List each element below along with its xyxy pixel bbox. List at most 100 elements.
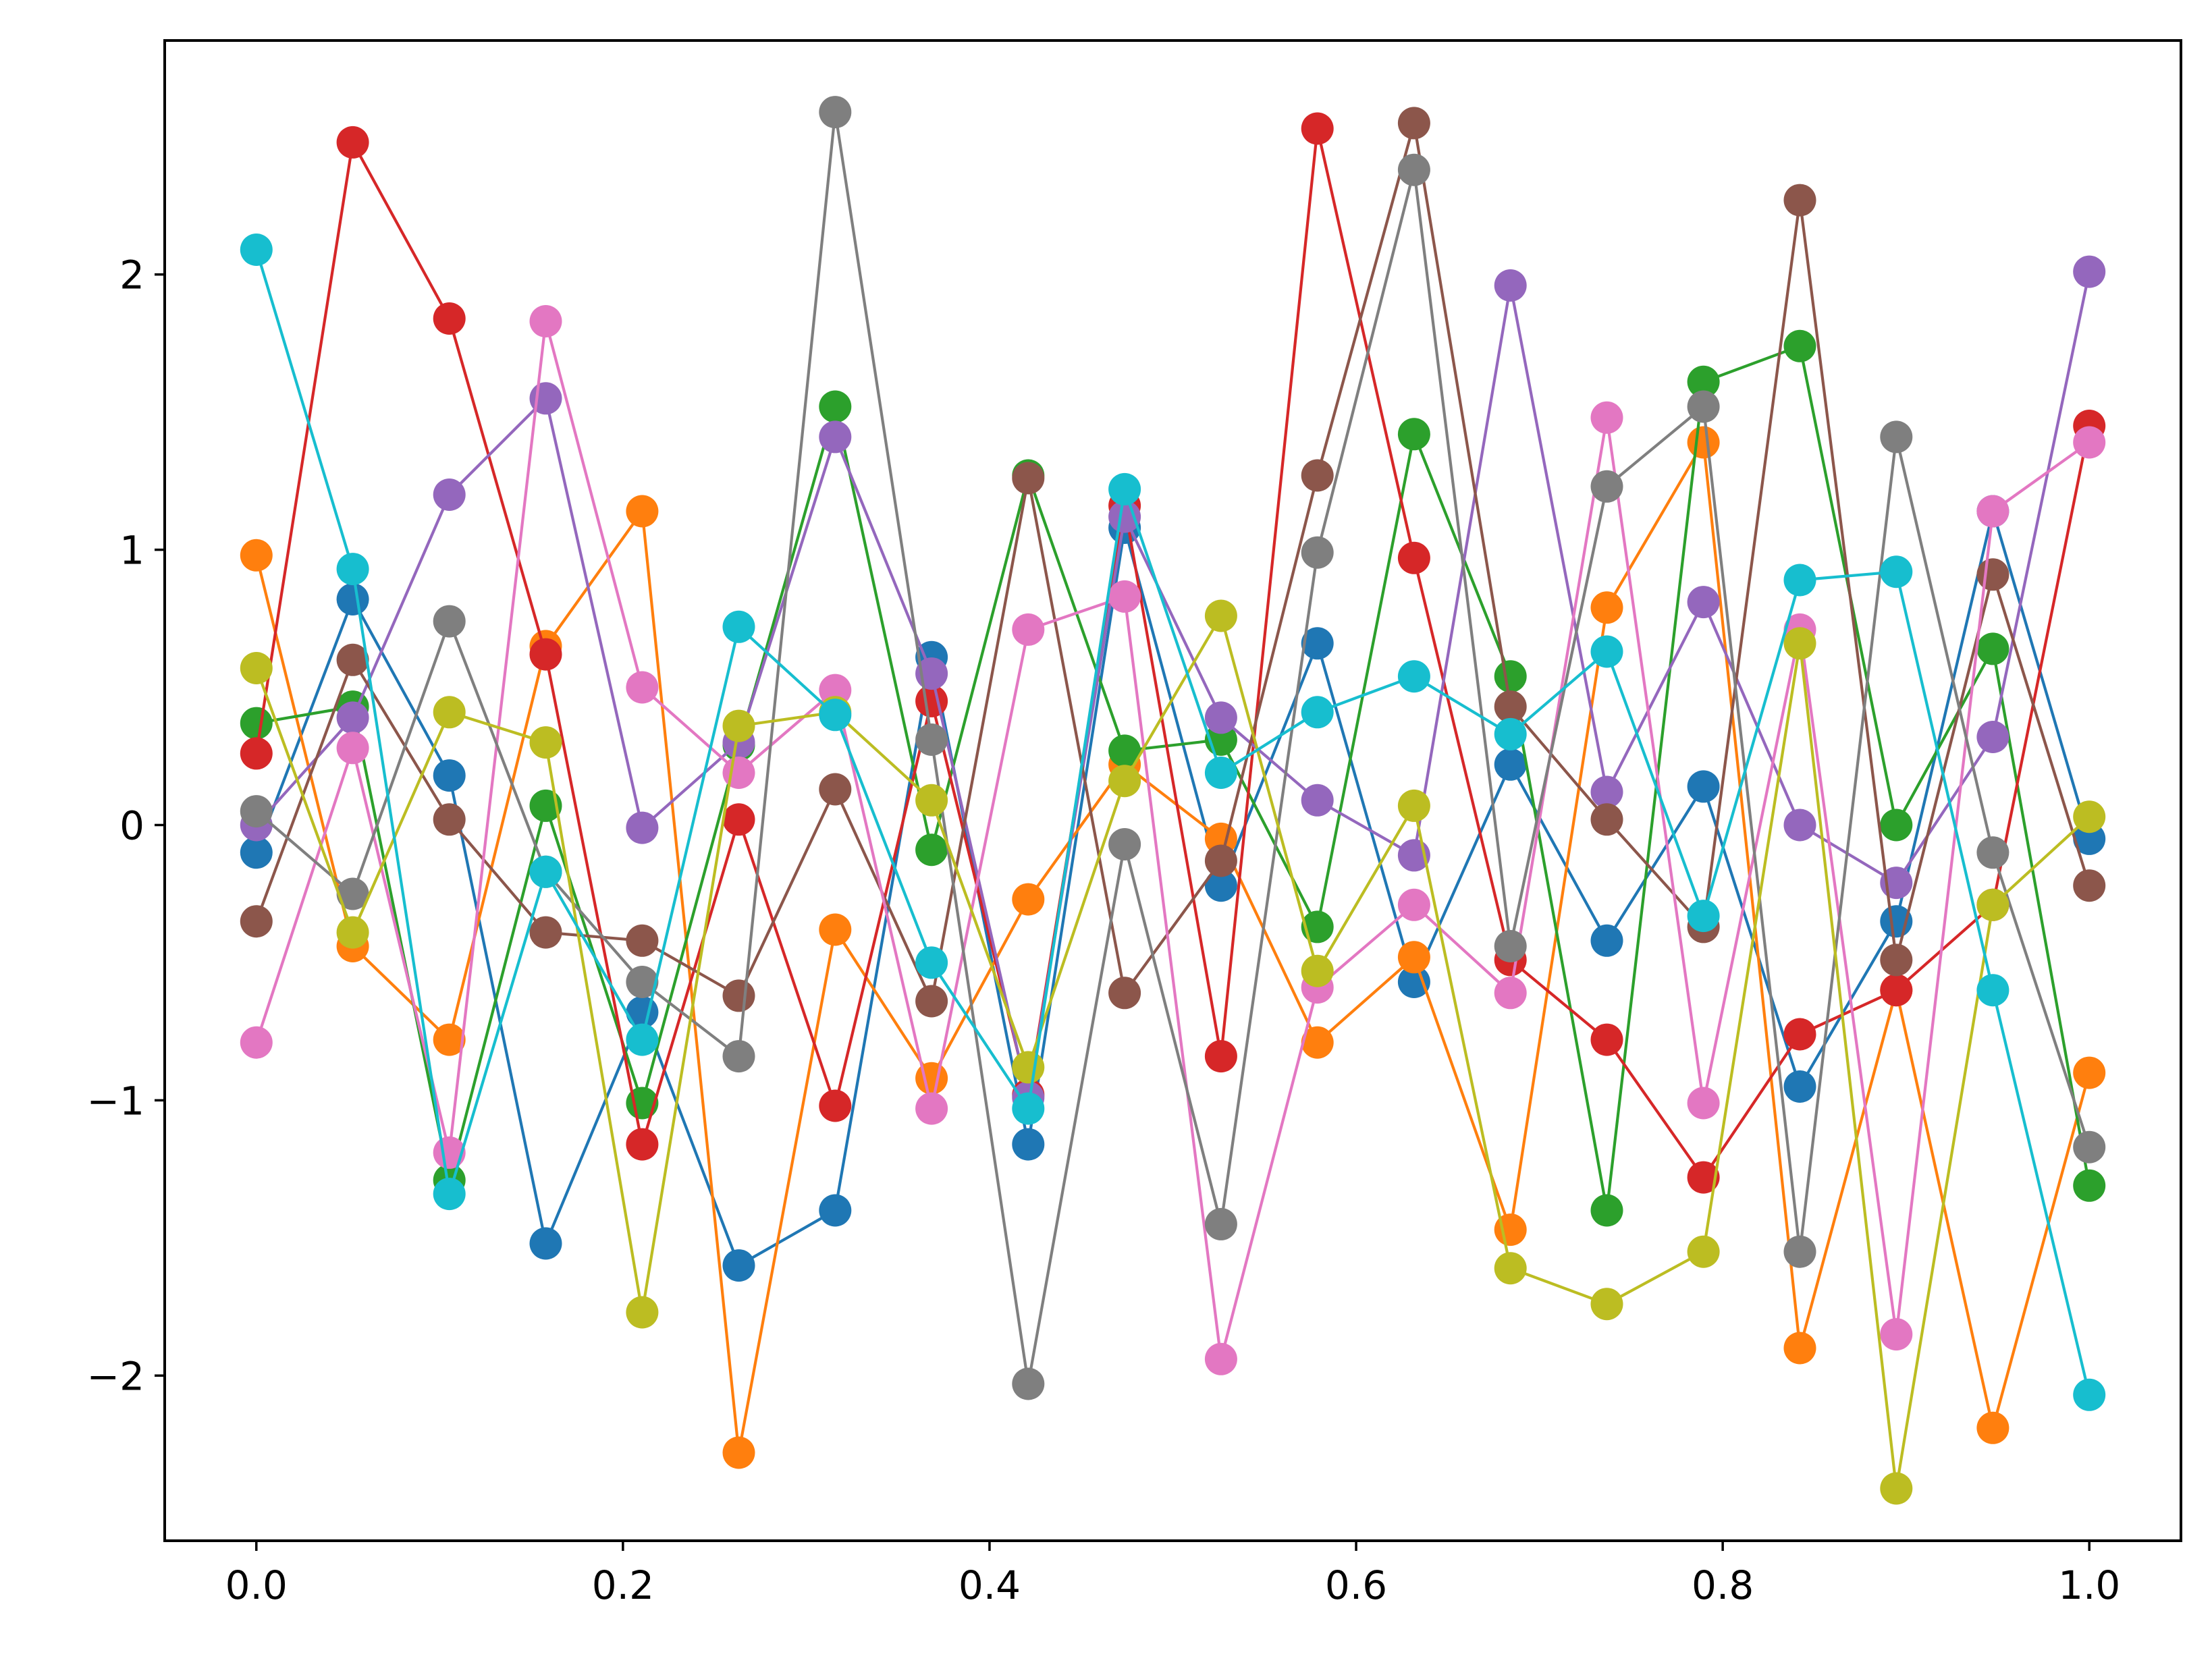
series-9-point bbox=[626, 1296, 659, 1329]
series-9-point bbox=[722, 709, 755, 742]
x-tick-label: 0.0 bbox=[225, 1562, 288, 1608]
series-9-point bbox=[1494, 1252, 1527, 1285]
series-1-point bbox=[1012, 1128, 1045, 1161]
series-9-point bbox=[1397, 789, 1430, 822]
series-6-point bbox=[1204, 844, 1237, 877]
series-2-point bbox=[915, 1062, 948, 1095]
series-3-point bbox=[626, 1087, 659, 1120]
series-5-point bbox=[1687, 586, 1720, 619]
series-2-line bbox=[254, 441, 2091, 1454]
series-10-point bbox=[1494, 717, 1527, 750]
series-10-point bbox=[529, 855, 562, 888]
series-2-point bbox=[1687, 426, 1720, 459]
series-8-point bbox=[1108, 828, 1141, 860]
series-7-point bbox=[722, 757, 755, 789]
series-6-point bbox=[336, 643, 369, 676]
series-7 bbox=[240, 305, 2106, 1375]
series-9-point bbox=[1687, 1235, 1720, 1268]
series-7-point bbox=[1204, 1342, 1237, 1375]
series-10-point bbox=[915, 946, 948, 979]
series-3-point bbox=[1880, 809, 1913, 842]
series-9-point bbox=[1976, 888, 2009, 921]
series-1-point bbox=[529, 1227, 562, 1260]
series-1-point bbox=[1590, 924, 1623, 957]
series-8-point bbox=[1494, 930, 1527, 962]
series-9-point bbox=[433, 696, 466, 729]
series-1-point bbox=[336, 583, 369, 615]
series-5-point bbox=[1783, 809, 1816, 842]
series-8-point bbox=[1783, 1235, 1816, 1268]
series-6-point bbox=[433, 803, 466, 836]
series-8-line bbox=[255, 111, 2091, 1386]
series-3-point bbox=[2073, 1169, 2106, 1202]
series-3-point bbox=[915, 833, 948, 867]
series-10-point bbox=[1880, 555, 1913, 588]
series-7-point bbox=[1494, 977, 1527, 1010]
series-3-point bbox=[1976, 632, 2009, 665]
series-6-point bbox=[722, 979, 755, 1012]
series-3-point bbox=[240, 707, 273, 740]
series-8-point bbox=[819, 96, 852, 129]
series-5-point bbox=[433, 478, 466, 511]
series-4-line bbox=[254, 127, 2091, 1179]
series-1-point bbox=[1301, 627, 1334, 660]
series-9-point bbox=[915, 784, 948, 817]
series-1-point bbox=[1494, 748, 1527, 781]
series-8 bbox=[240, 96, 2106, 1400]
series-6-point bbox=[529, 916, 562, 949]
series-7-point bbox=[336, 732, 369, 765]
series-10-point bbox=[433, 1178, 466, 1211]
series-7-point bbox=[1108, 580, 1141, 613]
series-5-line bbox=[255, 271, 2091, 1099]
series-6-point bbox=[1397, 107, 1430, 140]
series-8-point bbox=[1204, 1207, 1237, 1240]
series-4-point bbox=[722, 803, 755, 836]
series-9-point bbox=[336, 916, 369, 949]
series-6-point bbox=[1880, 943, 1913, 977]
series-7-point bbox=[1397, 888, 1430, 921]
series-10-point bbox=[2073, 1378, 2106, 1411]
series-3-point bbox=[1108, 734, 1141, 767]
series-10-point bbox=[240, 234, 273, 266]
series-10-point bbox=[1783, 564, 1816, 597]
series-6-point bbox=[1108, 977, 1141, 1010]
series-7-line bbox=[254, 319, 2090, 1361]
series-10-point bbox=[1687, 900, 1720, 933]
series-8-point bbox=[433, 605, 466, 638]
series-1-point bbox=[1783, 1070, 1816, 1103]
series-5-point bbox=[2073, 255, 2106, 288]
series-8-point bbox=[915, 723, 948, 756]
series-5-point bbox=[1301, 784, 1334, 817]
series-1-line bbox=[254, 510, 2091, 1267]
series-1-point bbox=[1687, 770, 1720, 803]
series-2-point bbox=[433, 1023, 466, 1056]
series-8-point bbox=[336, 877, 369, 910]
series-9-point bbox=[1301, 954, 1334, 987]
series-4-point bbox=[1880, 974, 1913, 1007]
series-9-point bbox=[2073, 800, 2106, 833]
series-4-point bbox=[1204, 1040, 1237, 1073]
series-2-point bbox=[1783, 1332, 1816, 1365]
series-4-point bbox=[1590, 1023, 1623, 1056]
series-8-point bbox=[1397, 153, 1430, 186]
series-8-point bbox=[2073, 1130, 2106, 1163]
x-tick-label: 0.2 bbox=[592, 1562, 654, 1608]
series-8-point bbox=[1687, 390, 1720, 423]
series-8-point bbox=[1590, 470, 1623, 503]
series-8-point bbox=[1012, 1367, 1045, 1400]
series-10-point bbox=[1301, 696, 1334, 729]
series-5-point bbox=[336, 701, 369, 734]
series-7-point bbox=[1880, 1318, 1913, 1351]
series-6-point bbox=[1301, 459, 1334, 492]
series-2-point bbox=[1494, 1213, 1527, 1247]
series-9-point bbox=[1012, 1051, 1045, 1084]
series-7-point bbox=[529, 305, 562, 337]
y-tick-label: −1 bbox=[87, 1078, 145, 1124]
series-4-point bbox=[1301, 112, 1334, 145]
series-2-point bbox=[819, 913, 852, 946]
series-4-point bbox=[1397, 541, 1430, 574]
series-10-line bbox=[254, 249, 2091, 1396]
series-5-point bbox=[1204, 701, 1237, 734]
series-1 bbox=[240, 495, 2106, 1282]
